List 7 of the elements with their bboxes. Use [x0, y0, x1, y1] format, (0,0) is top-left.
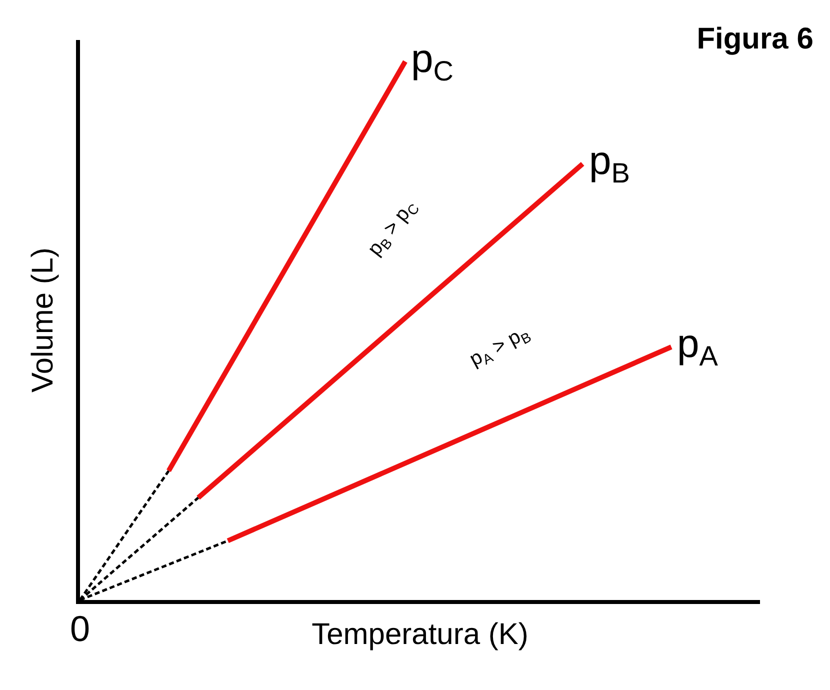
- chart-title: Figura 6: [696, 22, 814, 56]
- series-label: p$_{C}$: [411, 37, 454, 86]
- x-axis-title: Temperatura (K): [312, 618, 528, 651]
- text: 0: [70, 608, 90, 649]
- series-label: p$_{A}$: [677, 322, 718, 372]
- y-axis-title: Volume (L): [26, 247, 60, 393]
- series-label: p$_{B}$: [589, 139, 630, 188]
